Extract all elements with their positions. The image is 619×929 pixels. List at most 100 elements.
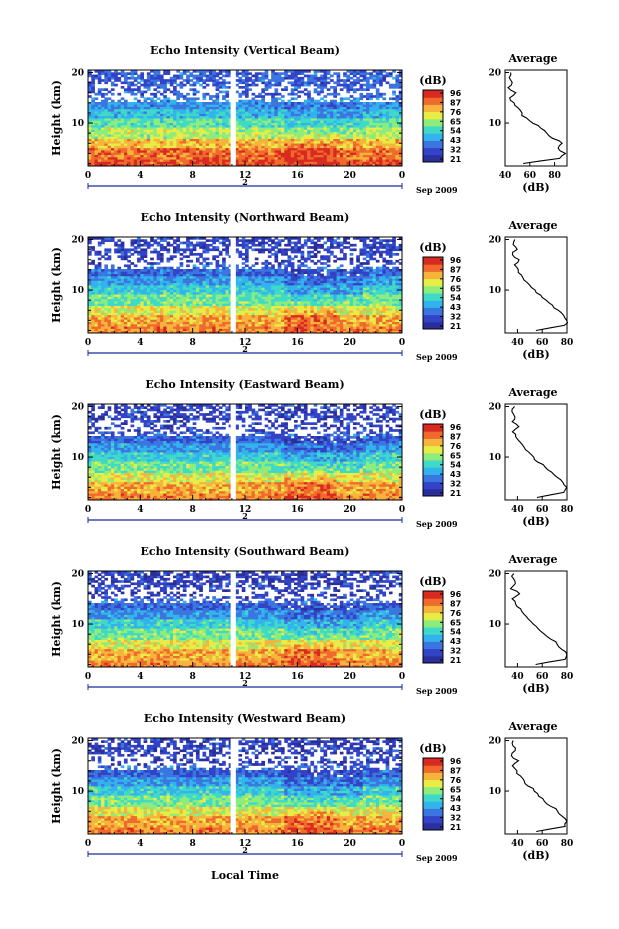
colorbar-swatch <box>423 118 443 127</box>
y-tick-label: 10 <box>71 286 84 296</box>
colorbar-unit: (dB) <box>419 408 446 421</box>
x-tick-label: 0 <box>85 338 91 348</box>
colorbar-swatch <box>423 758 443 766</box>
colorbar-tick-label: 65 <box>450 284 462 293</box>
colorbar-tick-label: 43 <box>450 303 461 312</box>
average-y-tick-label: 10 <box>488 119 501 129</box>
colorbar-tick-label: 76 <box>450 442 462 451</box>
average-x-tick-label: 40 <box>511 839 524 849</box>
y-axis-label: Height (km) <box>50 247 63 323</box>
colorbar-tick-label: 43 <box>450 804 461 813</box>
colorbar-tick-label: 54 <box>450 628 462 637</box>
colorbar-tick-label: 76 <box>450 108 462 117</box>
average-profile-line <box>509 573 568 666</box>
x-tick-label: 0 <box>85 672 91 682</box>
colorbar-tick-label: 21 <box>450 656 462 665</box>
average-y-tick-label: 20 <box>488 403 501 413</box>
colorbar-tick-label: 65 <box>450 785 462 794</box>
data-gap <box>230 571 236 667</box>
colorbar-swatch <box>423 278 443 287</box>
colorbar-swatch <box>423 467 443 475</box>
colorbar-swatch <box>423 264 443 272</box>
y-tick-label: 20 <box>71 69 84 79</box>
x-tick-label: 0 <box>399 505 405 515</box>
x-tick-label: 16 <box>291 672 304 682</box>
date-label: Sep 2009 <box>416 853 458 863</box>
colorbar-swatch <box>423 140 443 149</box>
x-tick-label: 4 <box>137 505 143 515</box>
y-axis-label: Height (km) <box>50 80 63 156</box>
colorbar-tick-label: 76 <box>450 776 462 785</box>
data-gap <box>230 404 236 500</box>
x-tick-label: 8 <box>190 505 196 515</box>
colorbar-swatch <box>423 90 443 98</box>
y-tick-label: 20 <box>71 570 84 580</box>
average-y-tick-label: 10 <box>488 286 501 296</box>
average-x-axis-label: (dB) <box>522 181 549 194</box>
colorbar-tick-label: 96 <box>450 89 462 98</box>
colorbar-frame <box>422 256 444 330</box>
colorbar-swatch <box>423 126 443 134</box>
colorbar-swatch <box>423 648 443 657</box>
colorbar-swatch <box>423 314 443 323</box>
colorbar-swatch <box>423 619 443 628</box>
average-x-axis-label: (dB) <box>522 348 549 361</box>
colorbar-tick-label: 87 <box>450 98 461 107</box>
heatmap-cells <box>88 237 403 334</box>
average-title: Average <box>507 386 557 399</box>
average-title: Average <box>507 219 557 232</box>
colorbar-tick-label: 96 <box>450 590 462 599</box>
x-tick-label: 4 <box>137 171 143 181</box>
average-x-tick-label: 80 <box>561 505 574 515</box>
panel-title: Echo Intensity (Northward Beam) <box>141 211 350 224</box>
panel-northward: Echo Intensity (Northward Beam) 10 20 Heigh… <box>50 211 573 362</box>
x-tick-label: 20 <box>343 171 356 181</box>
panel-title: Echo Intensity (Southward Beam) <box>141 545 350 558</box>
average-x-tick-label: 60 <box>536 672 549 682</box>
y-tick-label: 20 <box>71 737 84 747</box>
average-profile-line <box>511 239 569 332</box>
colorbar-swatch <box>423 801 443 809</box>
day-marker: 2 <box>242 511 248 521</box>
colorbar-unit: (dB) <box>419 742 446 755</box>
colorbar-frame <box>422 423 444 497</box>
colorbar-swatch <box>423 445 443 454</box>
x-tick-label: 12 <box>239 338 252 348</box>
colorbar-swatch <box>423 627 443 635</box>
colorbar-tick-label: 21 <box>450 322 462 331</box>
date-label: Sep 2009 <box>416 185 458 195</box>
average-y-tick-label: 10 <box>488 787 501 797</box>
day-marker: 2 <box>242 845 248 855</box>
colorbar-swatch <box>423 779 443 788</box>
x-axis-label: Local Time <box>211 869 279 882</box>
colorbar-tick-label: 54 <box>450 127 462 136</box>
average-y-tick-label: 20 <box>488 236 501 246</box>
colorbar-swatch <box>423 300 443 308</box>
x-tick-label: 12 <box>239 672 252 682</box>
x-tick-label: 0 <box>399 338 405 348</box>
colorbar-tick-label: 32 <box>450 814 461 823</box>
panel-vertical: Echo Intensity (Vertical Beam)1020Height… <box>50 44 568 195</box>
average-x-tick-label: 40 <box>511 672 524 682</box>
colorbar-tick-label: 76 <box>450 275 462 284</box>
colorbar-unit: (dB) <box>419 74 446 87</box>
colorbar-swatch <box>423 822 443 831</box>
colorbar-tick-label: 96 <box>450 757 462 766</box>
colorbar-swatch <box>423 104 443 113</box>
x-tick-label: 0 <box>399 672 405 682</box>
colorbar-tick-label: 76 <box>450 609 462 618</box>
colorbar-tick-label: 54 <box>450 294 462 303</box>
average-y-tick-label: 20 <box>488 570 501 580</box>
average-x-tick-label: 60 <box>536 505 549 515</box>
colorbar-swatch <box>423 655 443 664</box>
date-label: Sep 2009 <box>416 519 458 529</box>
colorbar-swatch <box>423 321 443 330</box>
colorbar-tick-label: 54 <box>450 795 462 804</box>
colorbar-swatch <box>423 257 443 265</box>
colorbar-swatch <box>423 133 443 141</box>
average-frame <box>504 69 568 167</box>
colorbar-tick-label: 43 <box>450 470 461 479</box>
average-x-tick-label: 60 <box>536 338 549 348</box>
colorbar-tick-label: 21 <box>450 823 462 832</box>
